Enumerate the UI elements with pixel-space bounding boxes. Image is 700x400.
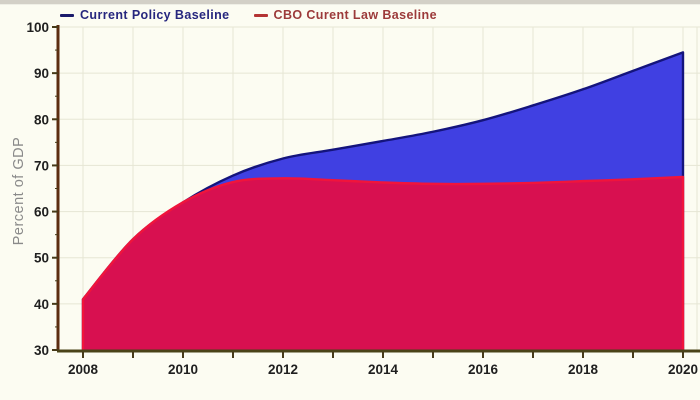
y-tick-label: 100 bbox=[26, 20, 49, 35]
x-tick-label: 2010 bbox=[168, 362, 198, 377]
series-area-1 bbox=[83, 176, 683, 350]
y-tick-label: 90 bbox=[34, 66, 49, 81]
x-tick-label: 2014 bbox=[368, 362, 399, 377]
y-tick-label: 80 bbox=[34, 112, 49, 127]
legend-label-current-policy-baseline: Current Policy Baseline bbox=[80, 8, 230, 22]
y-tick-label: 40 bbox=[34, 297, 49, 312]
x-tick-label: 2012 bbox=[268, 362, 298, 377]
x-tick-label: 2016 bbox=[468, 362, 499, 377]
x-tick-label: 2020 bbox=[668, 362, 698, 377]
legend-dash-icon bbox=[253, 13, 268, 17]
legend-item-current-policy-baseline: Current Policy Baseline bbox=[60, 8, 230, 22]
chart-legend: Current Policy Baseline CBO Curent Law B… bbox=[60, 7, 437, 23]
series-edge-1 bbox=[81, 175, 685, 350]
y-tick-label: 70 bbox=[34, 158, 49, 173]
x-tick-label: 2018 bbox=[568, 362, 599, 377]
window-chrome-strip bbox=[0, 0, 700, 5]
y-tick-label: 60 bbox=[34, 205, 49, 220]
y-tick-label: 30 bbox=[34, 343, 49, 358]
legend-label-cbo-current-law-baseline: CBO Curent Law Baseline bbox=[273, 8, 437, 22]
legend-dash-icon bbox=[60, 13, 74, 17]
x-tick-label: 2008 bbox=[68, 362, 99, 377]
legend-item-cbo-current-law-baseline: CBO Curent Law Baseline bbox=[253, 8, 437, 22]
y-tick-label: 50 bbox=[34, 251, 49, 266]
